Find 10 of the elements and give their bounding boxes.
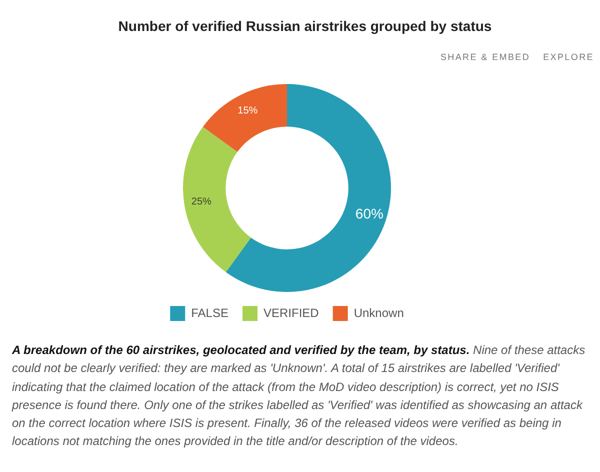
legend-label: FALSE (191, 306, 228, 320)
chart-title: Number of verified Russian airstrikes grouped by status (117, 18, 493, 34)
text: SHARE & EMBED (440, 52, 530, 62)
data-label: 15% (238, 106, 258, 117)
text: EXPLORE (543, 52, 594, 62)
data-label: 25% (191, 196, 212, 208)
data-label: 60% (355, 206, 384, 222)
text: A breakdown of the 60 airstrikes, geolocated and verified by the team, by status. Nine of these attacks could not be clearly verified: they are marked as 'Unknown'. A total of 15 airstrikes are labelled 'Verified' indicating that the claimed location of the attack (from the MoD video description) is correct, yet no ISIS presence is found there. Only one of the strikes labelled as 'Verified' was identified as showcasing an attack on the correct location where ISIS is present. Finally, 36 of the released videos were verified as being in locations not matching the ones provided in the title and/or description of the videos. (12, 343, 586, 448)
legend-label: Unknown (354, 306, 404, 320)
legend-label: VERIFIED (263, 306, 320, 320)
